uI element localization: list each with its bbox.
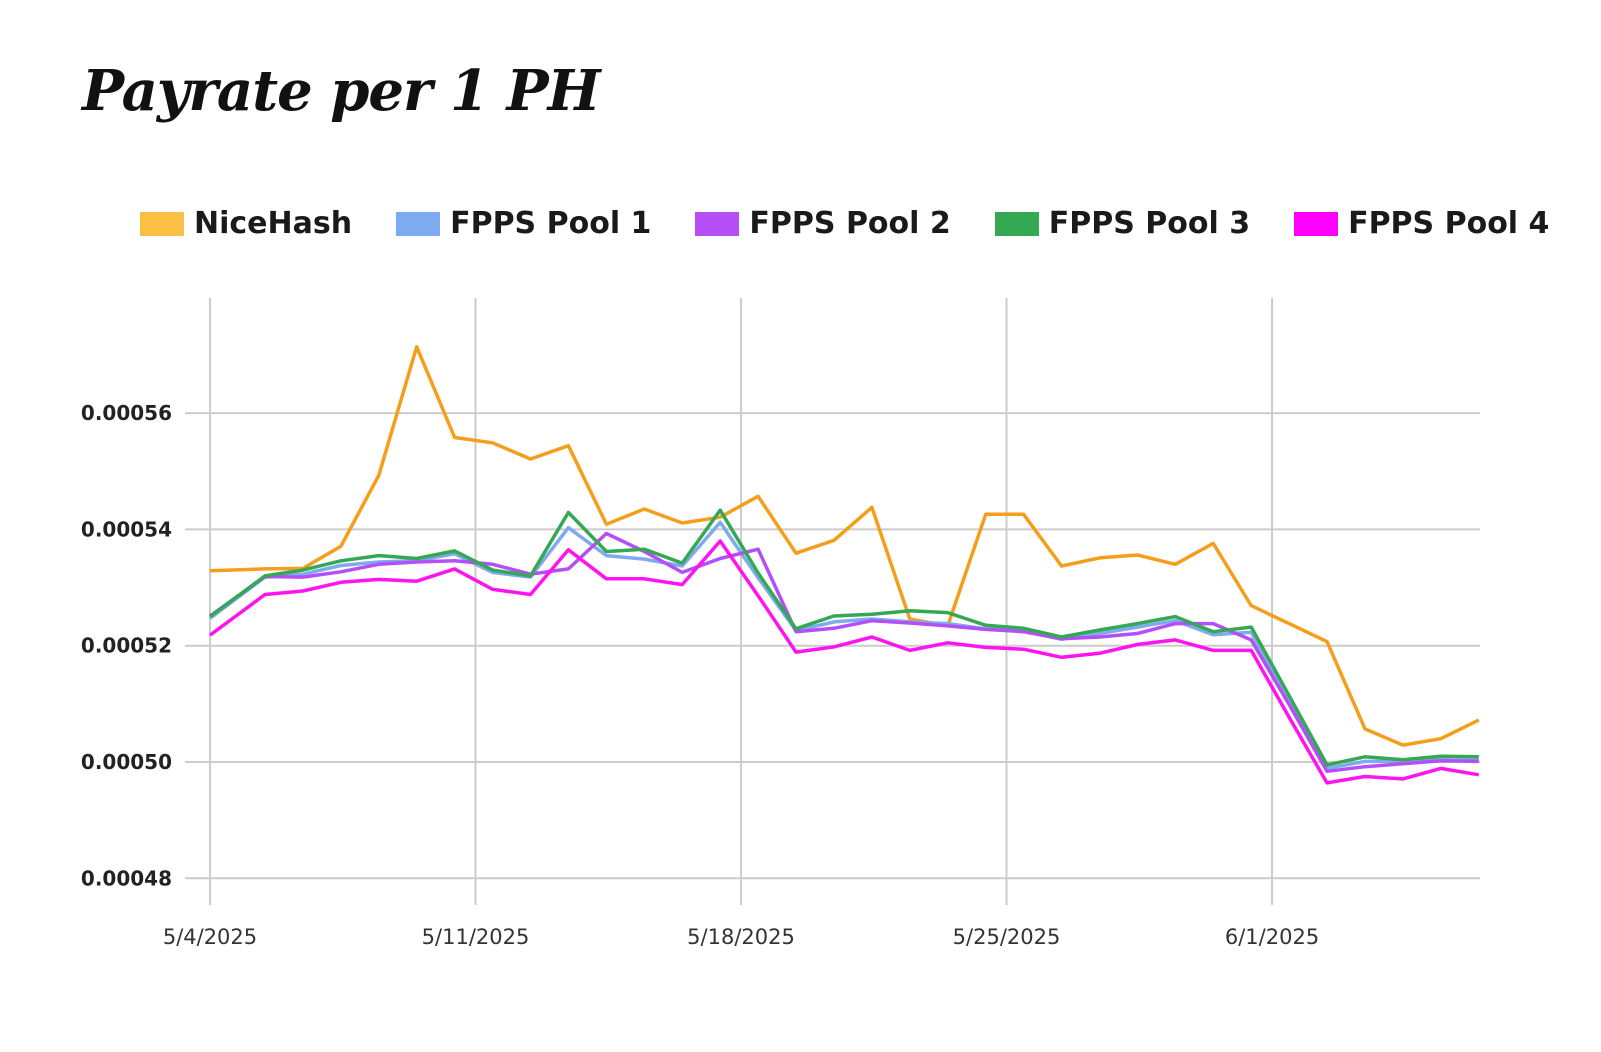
series-fpps-pool-4 [208,539,1480,785]
y-tick-label: 0.00052 [81,634,172,658]
chart-title: Payrate per 1 PH [82,58,600,124]
legend-swatch [140,211,184,236]
legend: NiceHash FPPS Pool 1 FPPS Pool 2 FPPS Po… [140,206,1593,241]
x-tick-label: 5/25/2025 [953,925,1061,949]
legend-label: FPPS Pool 3 [1048,206,1251,241]
series-line [208,539,1480,785]
y-tick-label: 0.00048 [81,866,172,890]
series-line [209,345,1480,747]
series-fpps-pool-3 [208,508,1479,767]
y-tick-label: 0.00056 [81,401,172,425]
series-line [208,520,1479,771]
legend-item-fpps-pool-1[interactable]: FPPS Pool 1 [396,206,651,241]
x-tick-label: 5/18/2025 [687,925,795,949]
series-nicehash [209,345,1480,747]
x-axis: 5/4/2025 5/11/2025 5/18/2025 5/25/2025 6/1/2… [163,925,1319,949]
legend-swatch [1294,211,1339,236]
legend-label: FPPS Pool 4 [1348,206,1550,241]
legend-swatch [994,211,1039,236]
series-line [208,508,1479,767]
x-tick-label: 5/4/2025 [163,925,257,949]
series-fpps-pool-2 [208,531,1479,774]
series-fpps-pool-1 [208,520,1479,771]
legend-item-fpps-pool-4[interactable]: FPPS Pool 4 [1294,206,1549,241]
legend-item-nicehash[interactable]: NiceHash [140,206,352,241]
legend-swatch [695,211,740,236]
x-tick-label: 6/1/2025 [1225,925,1319,949]
series-lines [208,345,1480,785]
y-axis: 0.00048 0.00050 0.00052 0.00054 0.00056 [81,401,172,890]
x-tick-label: 5/11/2025 [422,925,530,949]
legend-label: FPPS Pool 2 [749,206,951,241]
legend-label: NiceHash [194,206,353,241]
y-tick-label: 0.00050 [81,750,172,774]
legend-swatch [396,211,441,236]
gridlines [185,298,1480,905]
legend-item-fpps-pool-2[interactable]: FPPS Pool 2 [695,206,951,241]
legend-item-fpps-pool-3[interactable]: FPPS Pool 3 [994,206,1251,241]
legend-label: FPPS Pool 1 [450,206,652,241]
y-tick-label: 0.00054 [81,517,172,541]
series-line [208,531,1479,774]
